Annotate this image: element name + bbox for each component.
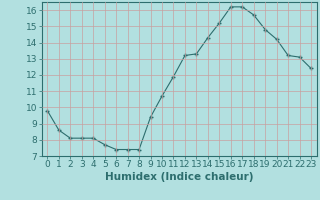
X-axis label: Humidex (Indice chaleur): Humidex (Indice chaleur) <box>105 172 253 182</box>
